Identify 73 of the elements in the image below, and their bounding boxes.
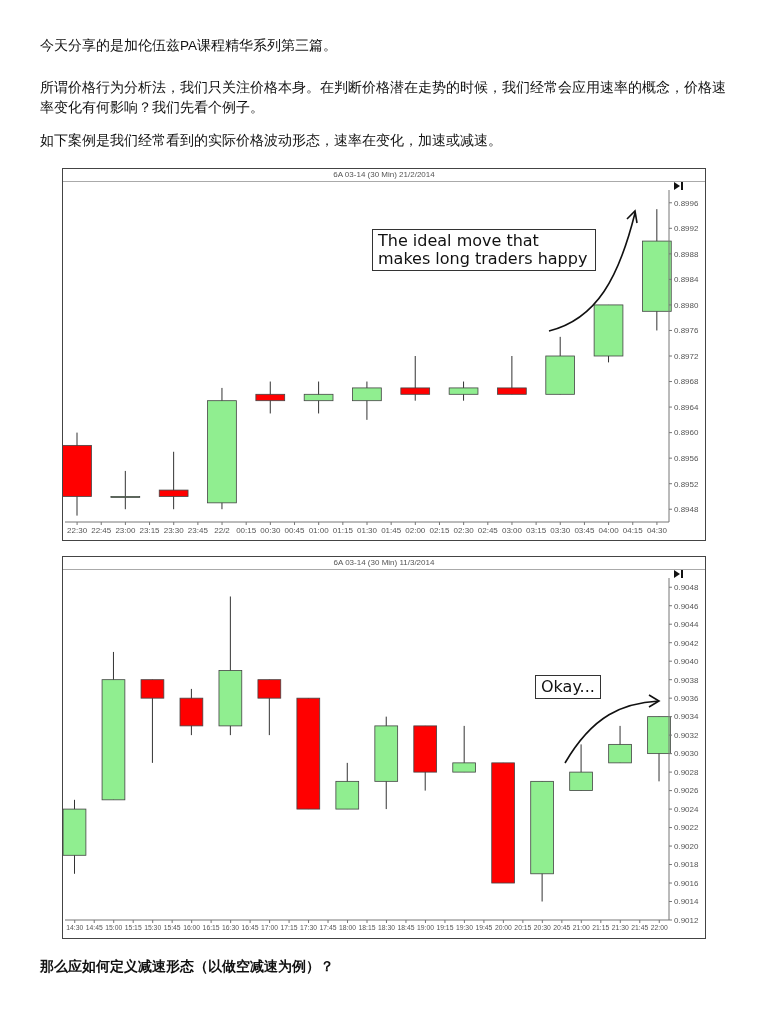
y-tick-label: 0.9046	[674, 601, 700, 611]
x-tick-label: 23:30	[163, 525, 185, 535]
x-tick-label: 03:45	[574, 525, 595, 535]
annotation: Okay...	[535, 675, 601, 699]
y-tick-label: 0.9038	[674, 675, 700, 685]
x-tick-label: 03:15	[526, 525, 547, 535]
y-tick-label: 0.8960	[674, 428, 700, 438]
y-tick-label: 0.9018	[674, 860, 700, 870]
x-tick-label: 01:45	[381, 525, 402, 535]
y-tick-label: 0.8984	[674, 275, 700, 285]
text: 所谓价格行为分析法，我们只关注价格本身。在判断价格潜在走势的时候，我们经常会应用速率的概念，价格速率变化有何影响？我们先看个例子。	[40, 79, 727, 117]
x-tick-label: 01:30	[356, 525, 378, 535]
x-tick-label: 04:00	[598, 525, 620, 535]
text: 今天分享的是加伦伍兹PA课程精华系列第三篇。	[40, 37, 338, 55]
y-tick-label: 0.8980	[674, 300, 700, 310]
chart-title: 6A 03-14 (30 Min) 21/2/2014	[63, 169, 705, 182]
x-tick-label: 22:45	[91, 525, 112, 535]
candlestick	[140, 679, 165, 764]
y-tick-label: 0.9024	[674, 804, 700, 814]
candlestick	[608, 725, 632, 764]
x-tick-label: 22:30	[67, 525, 88, 535]
candlestick	[158, 451, 189, 510]
x-tick-label: 22/2	[214, 525, 231, 535]
chart-title: 6A 03-14 (30 Min) 11/3/2014	[63, 557, 705, 570]
text: 如下案例是我们经常看到的实际价格波动形态，速率在变化，加速或减速。	[40, 132, 503, 150]
x-tick-label: 02:00	[405, 525, 426, 535]
y-tick-label: 0.9034	[674, 712, 700, 722]
y-tick-label: 0.8988	[674, 249, 700, 259]
x-tick-label: 02:45	[477, 525, 499, 535]
y-tick-label: 0.9030	[674, 749, 700, 759]
y-tick-label: 0.8968	[674, 377, 700, 387]
x-tick-label: 00:45	[284, 525, 306, 535]
x-tick-label: 01:00	[308, 525, 330, 535]
annotation: The ideal move that makes long traders happy	[372, 229, 596, 271]
y-tick-label: 0.8972	[674, 351, 700, 361]
y-tick-label: 0.8948	[674, 505, 700, 515]
y-tick-label: 0.9014	[674, 897, 700, 907]
x-tick-label: 04:15	[622, 525, 644, 535]
y-tick-label: 0.8976	[674, 326, 700, 336]
y-tick-label: 0.8964	[674, 402, 700, 412]
y-tick-label: 0.9036	[674, 694, 700, 703]
y-tick-label: 0.8996	[674, 198, 700, 208]
x-tick-label: 23:00	[115, 525, 136, 535]
x-tick-label: 01:15	[332, 525, 354, 535]
candlestick	[110, 470, 141, 510]
x-tick-label: 23:45	[187, 525, 209, 535]
x-tick-label: 03:00	[501, 525, 523, 535]
y-tick-label: 0.9022	[674, 823, 700, 833]
x-tick-label: 23:15	[139, 525, 161, 535]
y-tick-label: 0.9040	[674, 657, 700, 667]
y-tick-label: 0.8992	[674, 224, 700, 234]
candlestick	[452, 725, 476, 773]
y-tick-label: 0.9012	[674, 915, 700, 925]
y-tick-label: 0.8952	[674, 479, 700, 489]
candlestick	[257, 679, 282, 736]
y-tick-label: 0.9032	[674, 730, 700, 740]
x-tick-label: 00:30	[260, 525, 281, 535]
x-tick-label: 03:30	[550, 525, 571, 535]
candlestick	[569, 743, 593, 792]
x-tick-label: 04:30	[646, 525, 668, 535]
y-tick-label: 0.9016	[674, 878, 700, 888]
y-tick-label: 0.9044	[674, 620, 700, 630]
x-tick-label: 00:15	[236, 525, 257, 535]
y-tick-label: 0.9026	[674, 786, 700, 796]
x-tick-label: 02:15	[429, 525, 451, 535]
y-tick-label: 0.9048	[674, 583, 700, 593]
candlestick	[400, 355, 431, 402]
y-tick-label: 0.8956	[674, 453, 700, 463]
y-tick-label: 0.9020	[674, 841, 700, 851]
y-tick-label: 0.9028	[674, 767, 700, 777]
y-tick-label: 0.9042	[674, 638, 700, 648]
text: 那么应如何定义减速形态（以做空减速为例）？	[40, 957, 335, 976]
x-tick-label: 02:30	[453, 525, 475, 535]
